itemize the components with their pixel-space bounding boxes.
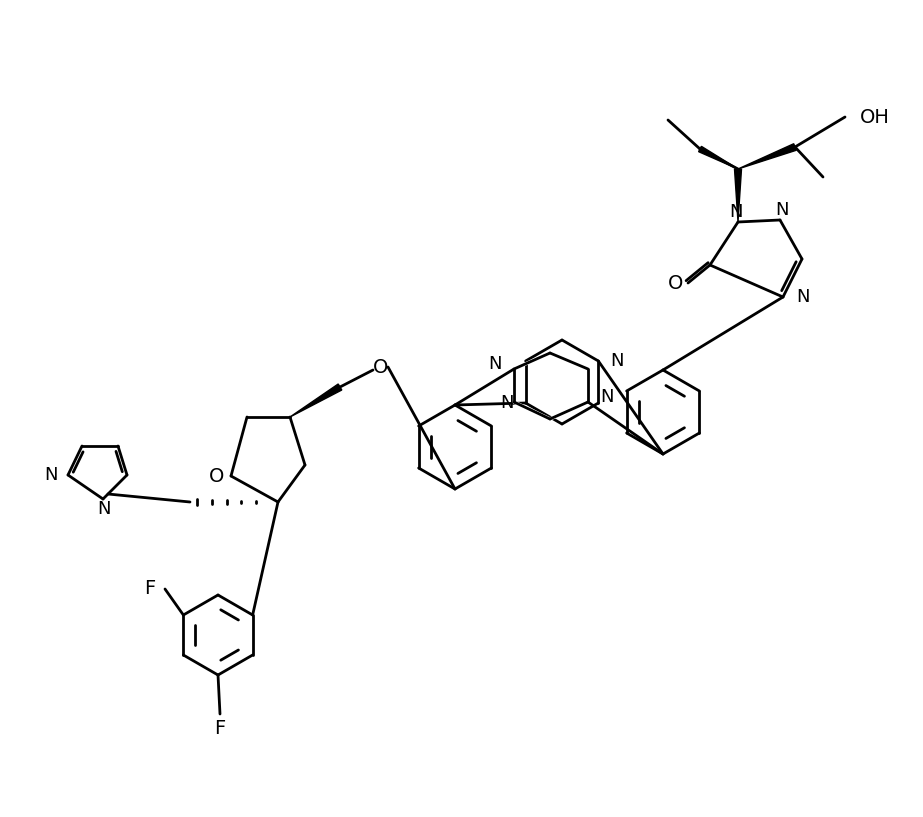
- Polygon shape: [738, 144, 797, 169]
- Text: N: N: [610, 352, 624, 370]
- Text: N: N: [97, 500, 111, 518]
- Text: N: N: [44, 466, 58, 484]
- Polygon shape: [735, 169, 741, 222]
- Polygon shape: [699, 146, 738, 169]
- Text: N: N: [600, 388, 614, 406]
- Text: N: N: [729, 203, 743, 221]
- Text: F: F: [214, 720, 225, 739]
- Text: O: O: [210, 467, 224, 485]
- Text: N: N: [500, 394, 513, 412]
- Text: O: O: [668, 274, 684, 292]
- Text: N: N: [488, 355, 502, 373]
- Text: F: F: [144, 579, 156, 599]
- Polygon shape: [290, 384, 342, 417]
- Text: N: N: [796, 288, 809, 306]
- Text: N: N: [775, 201, 789, 219]
- Text: O: O: [373, 358, 389, 377]
- Text: OH: OH: [860, 108, 890, 127]
